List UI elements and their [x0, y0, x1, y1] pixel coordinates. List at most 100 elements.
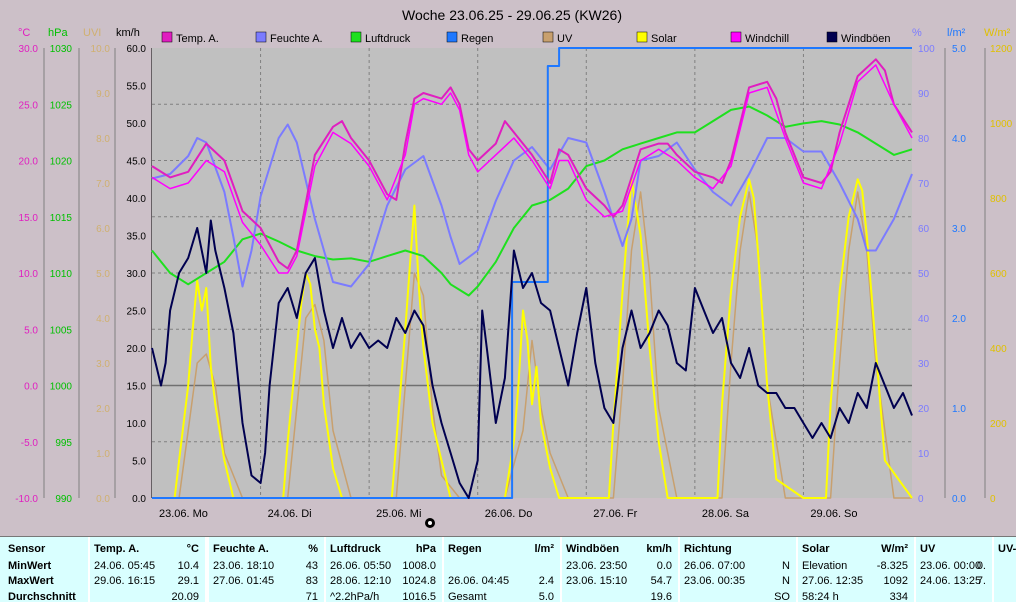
temp-tick-3: 15.0 — [19, 213, 39, 224]
stats-min-time-5: 26.06. 07:00 — [684, 560, 746, 572]
rain-axis-label: l/m² — [947, 27, 966, 39]
humidity-tick-5: 50 — [918, 269, 930, 280]
humidity-tick-8: 20 — [918, 404, 930, 415]
legend-swatch-0 — [161, 31, 173, 43]
uv-tick-5: 5.0 — [96, 269, 110, 280]
legend-swatch-2 — [350, 31, 362, 43]
x-tick-3: 26.06. Do — [485, 508, 533, 520]
legend: Temp. A. Feuchte A. Luftdruck Regen UV Solar W… — [161, 31, 891, 45]
wind-tick-8: 20.0 — [127, 344, 147, 355]
stats-avg-time-3: Gesamt — [448, 591, 487, 602]
wind-tick-9: 15.0 — [127, 382, 147, 393]
stats-avg-val-0: 20.09 — [171, 591, 199, 602]
stats-panel: Sensor MinWert MaxWert Durchschnitt Temp. A.… — [0, 536, 1016, 602]
stats-max-val-4: 54.7 — [650, 575, 672, 587]
stats-avg-val-2: 1016.5 — [402, 591, 436, 602]
stats-avg-val-6: 334 — [889, 591, 908, 602]
stats-max-val-6: 1092 — [883, 575, 908, 587]
solar-tick-4: 400 — [990, 344, 1007, 355]
stats-max-val-5: N — [782, 575, 790, 587]
stats-min-time-6: Elevation — [802, 560, 848, 572]
wind-tick-3: 45.0 — [127, 157, 147, 168]
stats-col-6: Solar W/m² Elevation -8.325 27.06. 12:35 1092… — [798, 537, 914, 602]
stats-col-header-1: Feuchte A. — [213, 543, 269, 555]
rain-tick-1: 4.0 — [952, 134, 966, 145]
pressure-tick-3: 1015 — [50, 213, 73, 224]
stats-col-8: UV- — [994, 537, 1016, 602]
stats-col-0: Temp. A. °C 24.06. 05:45 10.4 29.06. 16:15 29… — [90, 537, 205, 602]
rain-tick-4: 1.0 — [952, 404, 966, 415]
humidity-tick-7: 30 — [918, 359, 930, 370]
stats-col-5: Richtung 26.06. 07:00 N 23.06. 00:35 N SO — [680, 537, 796, 602]
pressure-tick-6: 1000 — [50, 382, 73, 393]
uv-tick-10: 0.0 — [96, 494, 110, 505]
pressure-tick-7: 995 — [55, 438, 72, 449]
stats-max-val-1: 83 — [305, 575, 318, 587]
stats-avg-val-5: SO — [774, 591, 790, 602]
series-group — [151, 47, 913, 499]
x-tick-5: 28.06. Sa — [702, 508, 750, 520]
stats-avg-val-4: 19.6 — [650, 591, 672, 602]
legend-swatch-6 — [730, 31, 742, 43]
stats-col-header-8: UV- — [998, 543, 1016, 555]
temp-tick-2: 20.0 — [19, 157, 39, 168]
humidity-tick-3: 70 — [918, 179, 930, 190]
rain-tick-5: 0.0 — [952, 494, 966, 505]
solar-tick-0: 1200 — [990, 44, 1013, 55]
series-windchill — [151, 64, 913, 274]
legend-label-7: Windböen — [841, 33, 891, 45]
stats-min-val-2: 1008.0 — [402, 560, 436, 572]
wind-tick-7: 25.0 — [127, 307, 147, 318]
humidity-tick-6: 40 — [918, 314, 930, 325]
stats-min-val-7: 0. — [976, 560, 986, 572]
stats-min-val-6: -8.325 — [876, 560, 908, 572]
chart-title: Woche 23.06.25 - 29.06.25 (KW26) — [402, 7, 622, 23]
time-marker-icon-inner — [428, 521, 432, 525]
stats-min-time-4: 23.06. 23:50 — [566, 560, 628, 572]
wind-tick-0: 60.0 — [127, 44, 147, 55]
stats-max-val-0: 29.1 — [177, 575, 199, 587]
pressure-tick-0: 1030 — [50, 44, 73, 55]
pressure-tick-8: 990 — [55, 494, 72, 505]
right-axes: 10090807060504030201005.04.03.02.01.00.0… — [918, 44, 1013, 505]
stats-col-header-4: Windböen — [566, 543, 620, 555]
temp-tick-4: 10.0 — [19, 269, 39, 280]
series-regen — [152, 47, 912, 499]
legend-swatch-5 — [636, 31, 648, 43]
solar-tick-5: 200 — [990, 419, 1007, 430]
solar-tick-6: 0 — [990, 494, 996, 505]
weather-chart: Woche 23.06.25 - 29.06.25 (KW26) °C hPa … — [15, 7, 1013, 528]
x-axis: 23.06. Mo 24.06. Di 25.06. Mi 26.06. Do 27.0… — [159, 508, 858, 520]
solar-tick-2: 800 — [990, 194, 1007, 205]
stats-col-unit-2: hPa — [415, 543, 436, 555]
legend-label-3: Regen — [461, 33, 493, 45]
stats-col-header-2: Luftdruck — [330, 543, 381, 555]
solar-axis-label: W/m² — [984, 27, 1011, 39]
solar-tick-3: 600 — [990, 269, 1007, 280]
uv-tick-6: 4.0 — [96, 314, 110, 325]
stats-col-header-6: Solar — [802, 543, 830, 555]
stats-min-time-0: 24.06. 05:45 — [94, 560, 156, 572]
stats-avg-val-1: 71 — [305, 591, 318, 602]
stats-max-time-2: 28.06. 12:10 — [330, 575, 392, 587]
stats-max-time-4: 23.06. 15:10 — [566, 575, 628, 587]
uv-tick-2: 8.0 — [96, 134, 110, 145]
stats-max-time-6: 27.06. 12:35 — [802, 575, 864, 587]
legend-swatch-1 — [255, 31, 267, 43]
stats-min-val-1: 43 — [305, 560, 318, 572]
stats-max-time-1: 27.06. 01:45 — [213, 575, 275, 587]
stats-col-header-7: UV — [920, 543, 936, 555]
stats-col-4: Windböen km/h 23.06. 23:50 0.0 23.06. 15:10 5… — [562, 537, 678, 602]
solar-tick-1: 1000 — [990, 119, 1013, 130]
row-label-0: Sensor — [8, 543, 46, 555]
stats-max-time-7: 24.06. 13:25 — [920, 575, 982, 587]
wind-axis-label: km/h — [116, 27, 140, 39]
stats-max-val-2: 1024.8 — [402, 575, 436, 587]
temp-tick-0: 30.0 — [19, 44, 39, 55]
stats-max-time-3: 26.06. 04:45 — [448, 575, 510, 587]
wind-tick-6: 30.0 — [127, 269, 147, 280]
x-tick-0: 23.06. Mo — [159, 508, 208, 520]
wind-tick-2: 50.0 — [127, 119, 147, 130]
uv-tick-3: 7.0 — [96, 179, 110, 190]
temp-tick-5: 5.0 — [24, 325, 38, 336]
